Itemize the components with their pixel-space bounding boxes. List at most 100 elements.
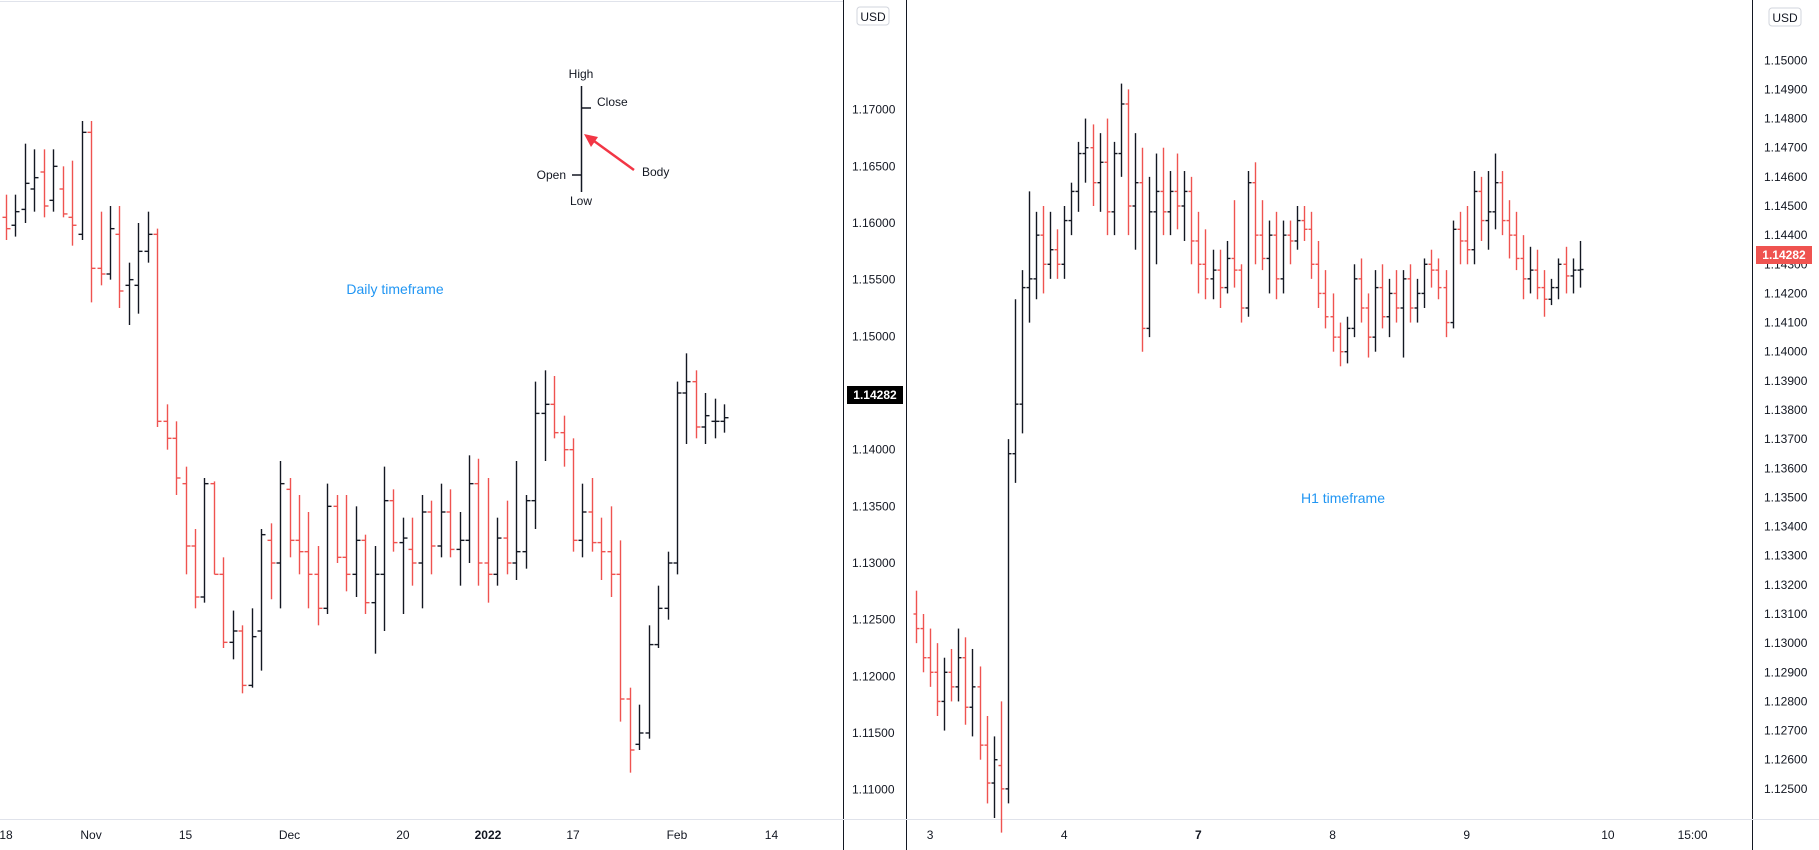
- h1-ohlc-bar: [1273, 211, 1280, 300]
- h1-ohlc-bar: [1513, 211, 1520, 271]
- h1-ohlc-bar: [1301, 206, 1308, 241]
- daily-time-tick: Dec: [279, 828, 300, 842]
- daily-ohlc-bar: [229, 610, 238, 660]
- daily-ohlc-bar: [493, 517, 502, 586]
- h1-price-tick: 1.13400: [1764, 520, 1808, 534]
- daily-ohlc-bar: [550, 376, 559, 439]
- h1-ohlc-bar: [1167, 171, 1174, 236]
- h1-ohlc-bar: [927, 628, 934, 687]
- h1-ohlc-bar: [1322, 270, 1329, 329]
- h1-ohlc-bar: [1492, 153, 1499, 230]
- h1-ohlc-bar: [1414, 278, 1421, 323]
- daily-ohlc-bar: [49, 149, 58, 212]
- daily-timeframe-label: Daily timeframe: [346, 281, 443, 297]
- h1-ohlc-bar: [1160, 147, 1167, 236]
- h1-ohlc-bar: [984, 716, 991, 804]
- h1-ohlc-bar: [1506, 200, 1513, 259]
- h1-price-tick: 1.12800: [1764, 694, 1808, 708]
- daily-price-tick: 1.14000: [852, 443, 896, 457]
- h1-ohlc-bar: [1181, 171, 1188, 241]
- daily-ohlc-bar: [11, 194, 20, 237]
- daily-ohlc-bar: [673, 381, 682, 575]
- daily-ohlc-bar: [191, 529, 200, 609]
- daily-ohlc-bar: [588, 478, 597, 552]
- h1-ohlc-bar: [1082, 118, 1089, 183]
- h1-ohlc-bar: [1217, 249, 1224, 308]
- h1-ohlc-bar: [991, 736, 998, 818]
- h1-ohlc-bar: [1358, 258, 1365, 323]
- h1-price-tick: 1.15000: [1764, 53, 1808, 67]
- daily-ohlc-bar: [645, 625, 654, 739]
- h1-ohlc-bar: [1570, 258, 1577, 294]
- daily-ohlc-bar: [531, 381, 540, 529]
- daily-ohlc-bar: [219, 557, 228, 648]
- h1-ohlc-bar: [1224, 240, 1231, 294]
- h1-price-tick: 1.13600: [1764, 461, 1808, 475]
- h1-price-tick: 1.13300: [1764, 549, 1808, 563]
- h1-ohlc-bar: [1132, 133, 1139, 250]
- daily-ohlc-bar: [616, 540, 625, 722]
- h1-ohlc-bar: [1527, 246, 1534, 294]
- daily-ohlc-bar: [267, 523, 276, 600]
- daily-ohlc-bar: [635, 704, 644, 750]
- daily-ohlc-bar: [578, 483, 587, 558]
- h1-ohlc-bar: [1111, 141, 1118, 236]
- daily-ohlc-bar: [361, 534, 370, 614]
- h1-ohlc-bar: [1280, 220, 1287, 294]
- h1-price-tick: 1.13800: [1764, 403, 1808, 417]
- h1-ohlc-bar: [977, 666, 984, 760]
- h1-ohlc-bar: [1266, 220, 1273, 294]
- daily-ohlc-bar: [295, 495, 304, 575]
- legend-open-label: Open: [537, 168, 566, 182]
- daily-ohlc-bar: [172, 421, 181, 495]
- daily-ohlc-bar: [78, 121, 87, 240]
- h1-ohlc-bar: [1372, 270, 1379, 352]
- h1-ohlc-bar: [1577, 240, 1584, 288]
- daily-time-tick: 2022: [475, 828, 502, 842]
- daily-time-axis[interactable]: 18 Nov 15 Dec 20 2022 17 Feb 14: [0, 828, 778, 842]
- h1-ohlc-bar: [1308, 211, 1315, 279]
- h1-ohlc-bar: [1040, 206, 1047, 294]
- h1-price-tick: 1.14200: [1764, 286, 1808, 300]
- daily-ohlc-bar: [21, 143, 30, 223]
- daily-ohlc-bar: [456, 512, 465, 586]
- h1-chart-panel[interactable]: 1.15000 1.14900 1.14800 1.14700 1.14600 1.145…: [906, 0, 1819, 850]
- daily-price-tick: 1.12500: [852, 613, 896, 627]
- h1-time-tick: 7: [1195, 828, 1202, 842]
- daily-time-tick: 15: [179, 828, 193, 842]
- daily-ohlc-bar: [437, 483, 446, 558]
- h1-ohlc-bar: [1548, 278, 1555, 306]
- h1-ohlc-bar: [1520, 235, 1527, 300]
- daily-time-tick: 20: [396, 828, 410, 842]
- h1-price-tick: 1.12700: [1764, 724, 1808, 738]
- daily-price-tick: 1.17000: [852, 103, 896, 117]
- currency-badge-right[interactable]: USD: [1768, 7, 1802, 27]
- last-price-tag-bg-left: [847, 386, 903, 404]
- daily-chart-panel[interactable]: 1.170001.165001.160001.155001.150001.145…: [0, 0, 906, 850]
- h1-ohlc-bar: [1012, 299, 1019, 483]
- h1-price-tick: 1.14900: [1764, 82, 1808, 96]
- h1-price-tick: 1.14700: [1764, 141, 1808, 155]
- h1-ohlc-bar: [1195, 211, 1202, 294]
- h1-ohlc-bar: [1047, 211, 1054, 279]
- h1-ohlc-bar: [1407, 264, 1414, 323]
- h1-price-tick: 1.14400: [1764, 228, 1808, 242]
- h1-ohlc-bar: [1061, 206, 1068, 279]
- daily-ohlc-bar: [87, 121, 96, 303]
- h1-time-tick: 8: [1329, 828, 1336, 842]
- currency-badge-left[interactable]: USD: [856, 6, 890, 26]
- h1-ohlc-bar: [1231, 200, 1238, 288]
- h1-ohlc-bar: [962, 637, 969, 725]
- daily-ohlc-bar: [512, 461, 521, 580]
- h1-price-tick: 1.14100: [1764, 316, 1808, 330]
- h1-ohlc-bar: [1534, 249, 1541, 300]
- h1-ohlc-bar: [969, 648, 976, 737]
- daily-ohlc-bar: [304, 512, 313, 609]
- daily-price-axis[interactable]: 1.170001.165001.160001.155001.150001.145…: [852, 103, 896, 797]
- h1-ohlc-bar: [1428, 249, 1435, 288]
- daily-ohlc-bars: [2, 121, 729, 773]
- daily-price-tick: 1.11000: [852, 783, 895, 797]
- h1-time-axis[interactable]: 3 4 7 8 9 10 15:00: [927, 828, 1708, 842]
- last-price-tag-left: 1.14282: [847, 386, 903, 404]
- h1-price-axis[interactable]: 1.15000 1.14900 1.14800 1.14700 1.14600 1.145…: [1764, 53, 1808, 796]
